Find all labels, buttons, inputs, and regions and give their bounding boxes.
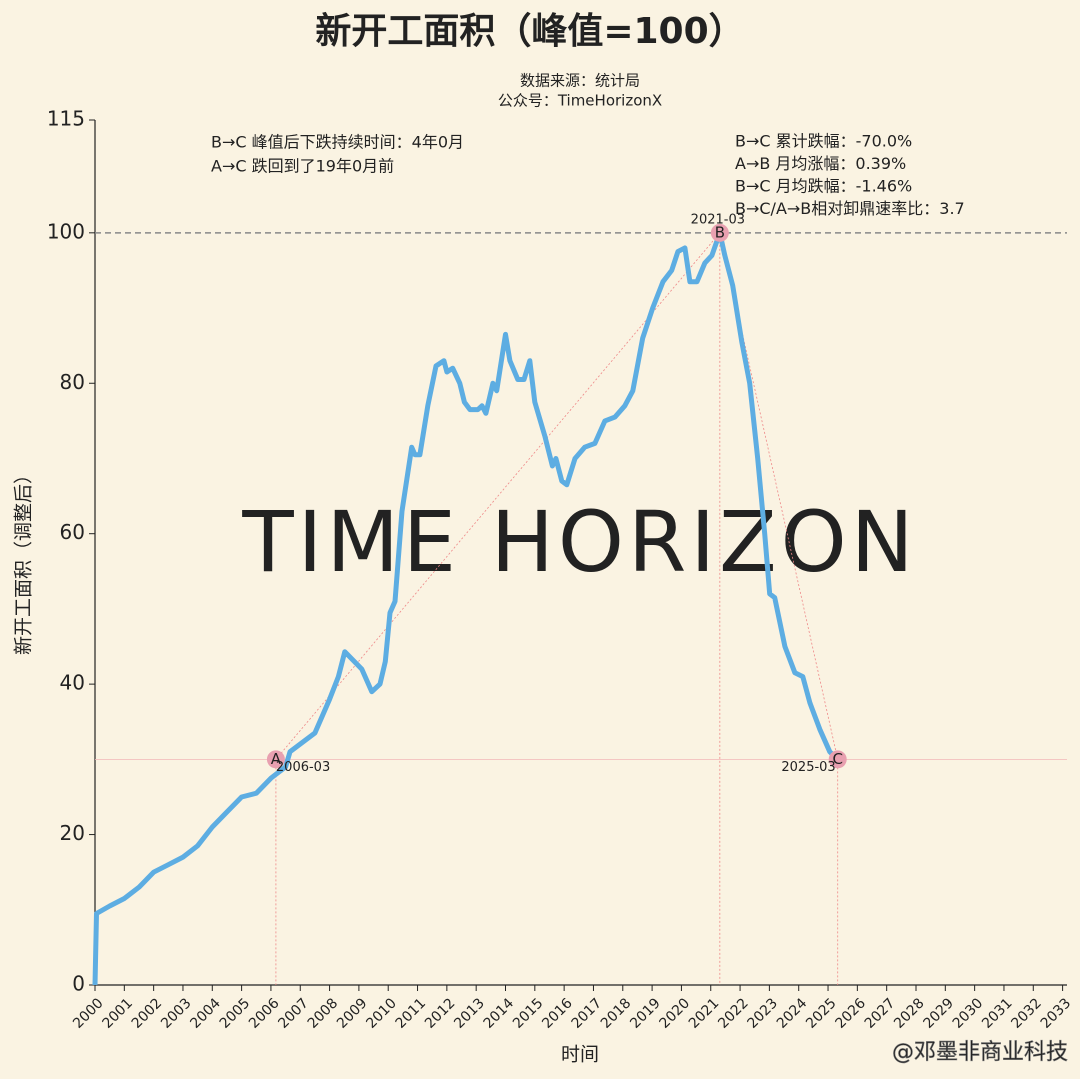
key-point <box>266 750 285 769</box>
watermark: TIME HORIZON <box>241 493 917 591</box>
note: B→C 月均跌幅：-1.46% <box>735 177 912 196</box>
chart-title: 新开工面积（峰值=100） <box>315 11 744 52</box>
y-tick-label: 115 <box>47 107 85 131</box>
note: A→B 月均涨幅：0.39% <box>735 154 906 173</box>
point-date: 2006-03 <box>276 760 330 775</box>
y-tick-label: 80 <box>60 370 85 394</box>
point-label: C <box>832 750 842 768</box>
note: B→C 累计跌幅：-70.0% <box>735 132 912 151</box>
point-date: 2025-03 <box>781 760 835 775</box>
point-date: 2021-03 <box>691 212 745 227</box>
note: B→C/A→B相对卸鼎速率比：3.7 <box>735 199 965 218</box>
key-point <box>710 223 729 242</box>
y-tick-label: 60 <box>60 520 85 544</box>
point-label: B <box>715 223 725 241</box>
subtitle: 数据来源：统计局 <box>520 72 640 90</box>
credit: @邓墨非商业科技 <box>892 1040 1068 1065</box>
data-line <box>92 230 840 986</box>
point-label: A <box>271 750 282 768</box>
y-axis-label: 新开工面积（调整后） <box>13 465 35 655</box>
y-tick-label: 40 <box>60 671 85 695</box>
y-tick-label: 100 <box>47 219 85 243</box>
note: B→C 峰值后下跌持续时间：4年0月 <box>211 133 464 152</box>
y-tick-label: 0 <box>72 972 85 996</box>
x-axis-label: 时间 <box>561 1044 599 1066</box>
subtitle: 公众号：TimeHorizonX <box>498 92 662 110</box>
note: A→C 跌回到了19年0月前 <box>211 157 394 176</box>
key-point <box>828 750 847 769</box>
y-tick-label: 20 <box>60 821 85 845</box>
trend-line <box>275 232 721 760</box>
